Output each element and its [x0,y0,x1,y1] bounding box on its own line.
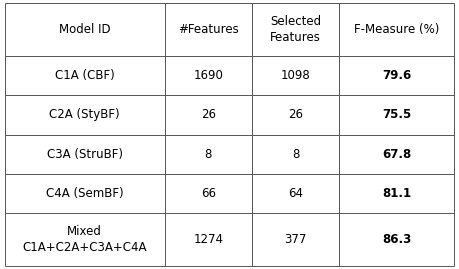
Text: 1274: 1274 [193,233,224,246]
Text: Selected
Features: Selected Features [270,15,321,44]
Text: 64: 64 [288,187,303,200]
Text: 1690: 1690 [193,69,223,82]
Text: C3A (StruBF): C3A (StruBF) [47,148,123,161]
Text: 86.3: 86.3 [382,233,411,246]
Text: Mixed
C1A+C2A+C3A+C4A: Mixed C1A+C2A+C3A+C4A [22,225,147,254]
Text: C2A (StyBF): C2A (StyBF) [50,108,120,121]
Text: Model ID: Model ID [59,23,111,36]
Text: C4A (SemBF): C4A (SemBF) [46,187,123,200]
Text: 66: 66 [201,187,216,200]
Text: 8: 8 [292,148,299,161]
Text: 1098: 1098 [280,69,310,82]
Text: 26: 26 [288,108,303,121]
Text: 26: 26 [201,108,216,121]
Text: #Features: #Features [178,23,239,36]
Text: 79.6: 79.6 [382,69,411,82]
Text: 377: 377 [284,233,307,246]
Text: 67.8: 67.8 [382,148,411,161]
Text: F-Measure (%): F-Measure (%) [354,23,439,36]
Text: 75.5: 75.5 [382,108,411,121]
Text: C1A (CBF): C1A (CBF) [55,69,115,82]
Text: 8: 8 [205,148,212,161]
Text: 81.1: 81.1 [382,187,411,200]
